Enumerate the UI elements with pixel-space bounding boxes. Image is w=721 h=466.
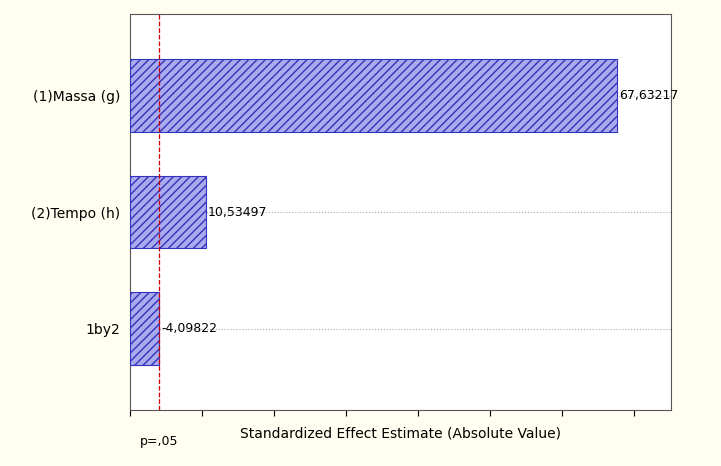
- Bar: [130, 60, 617, 132]
- Text: 67,63217: 67,63217: [619, 89, 679, 102]
- Text: p=,05: p=,05: [140, 435, 179, 448]
- Text: 10,53497: 10,53497: [208, 206, 267, 219]
- Text: -4,09822: -4,09822: [162, 322, 218, 335]
- X-axis label: Standardized Effect Estimate (Absolute Value): Standardized Effect Estimate (Absolute V…: [239, 426, 561, 440]
- Bar: [130, 176, 205, 248]
- Bar: [130, 293, 159, 364]
